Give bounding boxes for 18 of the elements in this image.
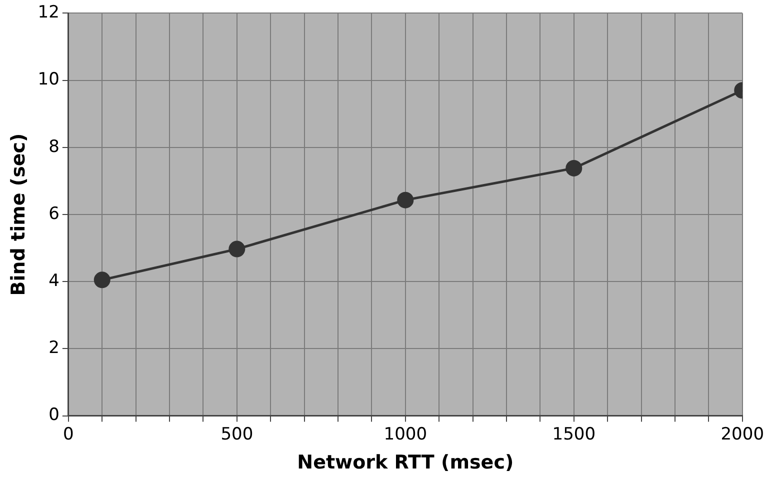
y-tick-label: 6 (48, 204, 60, 224)
x-tick-label: 2000 (720, 424, 764, 444)
point (397, 192, 414, 208)
x-tick-label: 1500 (552, 424, 596, 444)
point (228, 240, 246, 258)
x-tick-label: 1000 (384, 424, 428, 444)
y-axis-title: Bind time (sec) (7, 133, 30, 296)
y-tick-label: 8 (48, 136, 60, 157)
x-axis-title: Network RTT (msec) (297, 452, 514, 474)
y-tick-label: 4 (48, 271, 60, 292)
x-tick-label: 0 (63, 424, 74, 444)
point (94, 272, 110, 288)
y-tick-label: 0 (48, 405, 60, 426)
point (566, 160, 582, 176)
y-tick-label: 12 (38, 2, 60, 23)
x-tick-label: 500 (220, 424, 254, 444)
y-tick-label: 10 (38, 70, 60, 90)
y-tick-label: 2 (48, 338, 60, 358)
